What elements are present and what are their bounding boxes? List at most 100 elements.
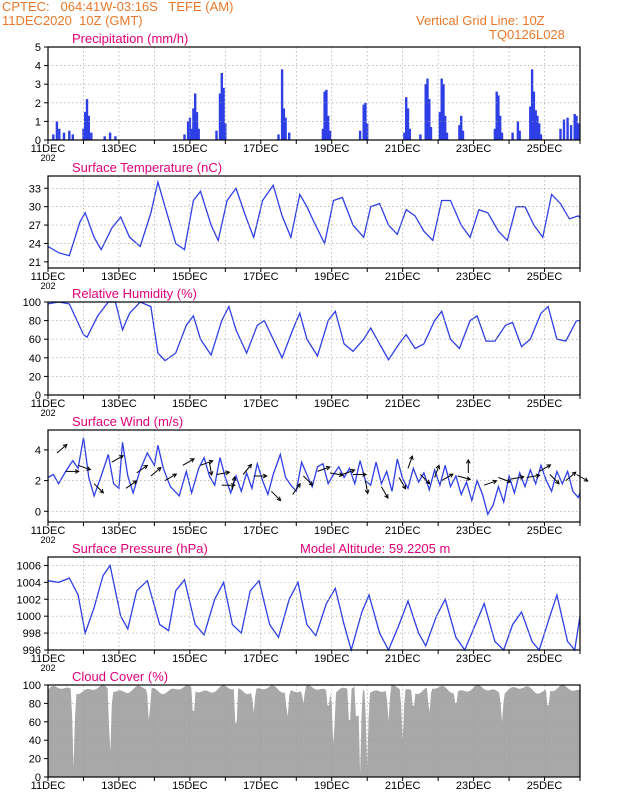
pressure-frame [47, 556, 581, 651]
x-tick-label: 13DEC [101, 271, 137, 283]
humidity-title: Relative Humidity (%) [72, 286, 197, 301]
wind-arrow [271, 490, 281, 501]
precipitation-bar [495, 91, 498, 140]
wind-arrow-head [86, 466, 92, 471]
wind-arrow [150, 467, 162, 477]
x-tick-label: 17DEC [243, 780, 279, 792]
precipitation-bar [405, 97, 408, 140]
wind-arrow-head [208, 459, 214, 465]
y-tick-label: 24 [29, 238, 41, 250]
precipitation-bar [569, 125, 573, 140]
precipitation-bar [52, 134, 55, 140]
precipitation-frame [47, 46, 581, 141]
wind-arrow [565, 471, 577, 481]
precipitation-bar [197, 128, 200, 140]
model-code: TQ0126L028 [489, 27, 565, 42]
cloud-cover-title: Cloud Cover (%) [72, 669, 168, 684]
wind-arrow [510, 476, 524, 480]
x-tick-label: 19DEC [314, 271, 350, 283]
wind-arrow [329, 472, 343, 476]
precipitation-bar [192, 108, 195, 140]
precipitation-bar [215, 130, 218, 140]
y-tick-label: 40 [29, 735, 41, 747]
precipitation-bar [445, 132, 449, 140]
wind-arrow-head [465, 458, 471, 464]
precipitation-bar [68, 130, 71, 140]
y-tick-label: 1004 [17, 577, 41, 589]
x-tick-label: 15DEC [172, 780, 208, 792]
precipitation-bar [461, 130, 465, 140]
wind-arrow [420, 474, 430, 485]
wind-arrow [538, 464, 551, 472]
precipitation-bar [419, 134, 422, 140]
y-tick-label: 27 [29, 220, 41, 232]
x-tick-label: 15DEC [172, 271, 208, 283]
x-tick-label: 17DEC [243, 398, 279, 410]
x-tick-label: 13DEC [101, 780, 137, 792]
y-tick-label: 33 [29, 183, 41, 195]
precipitation-bar [458, 125, 461, 140]
x-tick-label: 25DEC [527, 653, 563, 665]
precipitation-bar [82, 128, 85, 140]
wind-arrow [549, 474, 560, 485]
wind-arrow [498, 477, 511, 483]
y-tick-label: 4 [35, 445, 41, 457]
precipitation-bar [87, 115, 90, 140]
precipitation-bar [438, 112, 442, 140]
y-tick-label: 1006 [17, 560, 41, 572]
wind-arrow [231, 476, 236, 490]
x-tick-label: 25DEC [527, 143, 563, 155]
y-tick-label: 21 [29, 257, 41, 269]
wind-arrow-head [172, 473, 178, 478]
y-tick-label: 80 [29, 316, 41, 328]
wind-arrow [364, 480, 369, 494]
precipitation-bar [195, 112, 199, 140]
wind-arrow [164, 473, 177, 482]
wind-arrow-head [132, 480, 138, 485]
precipitation-bar [194, 93, 197, 140]
wind-arrow-head [338, 472, 344, 477]
y-tick-label: 20 [29, 754, 41, 766]
humidity-frame [47, 301, 581, 396]
precipitation-bar [362, 104, 365, 140]
wind-arrow [317, 466, 330, 472]
wind-arrow-head [555, 479, 560, 485]
precipitation-bar [428, 99, 431, 140]
x-tick-label: 17DEC [243, 653, 279, 665]
x-tick-label: 13DEC [101, 143, 137, 155]
wind-arrow-head [308, 481, 314, 486]
precipitation-bar [497, 95, 500, 140]
wind-series-line [47, 437, 581, 516]
precipitation-bar [511, 132, 514, 140]
wind-arrow-head [425, 479, 431, 485]
x-tick-label: 19DEC [314, 143, 350, 155]
temperature-series-line [47, 179, 581, 257]
precipitation-bar [323, 91, 326, 140]
wind-arrow-head [362, 472, 368, 477]
wind-arrow [434, 465, 440, 478]
wind-arrow-head [225, 470, 231, 476]
wind-panel: 0 2 4 11DEC 13DEC 15DEC 17DEC 19DEC 21DEC 23DEC 25… [31, 414, 589, 545]
wind-arrow-head [156, 466, 162, 472]
wind-arrow-head [143, 464, 149, 470]
year-label: 202 [40, 153, 55, 163]
precipitation-bar [186, 121, 190, 140]
x-tick-label: 19DEC [314, 525, 350, 537]
y-tick-label: 60 [29, 334, 41, 346]
precipitation-bar [444, 115, 447, 140]
precipitation-title: Precipitation (mm/h) [72, 31, 188, 46]
wind-arrow-head [506, 478, 512, 484]
wind-arrow-head [571, 471, 577, 477]
precipitation-bar [188, 117, 192, 140]
precipitation-bar [440, 78, 443, 140]
x-tick-label: 17DEC [243, 271, 279, 283]
y-tick-label: 4 [35, 61, 41, 73]
wind-arrow [441, 473, 454, 482]
x-tick-label: 21DEC [385, 143, 421, 155]
precipitation-bar [559, 128, 562, 140]
x-tick-label: 23DEC [456, 271, 492, 283]
wind-arrow-head [208, 471, 214, 477]
run-time: 11DEC2020 10Z (GMT) [2, 13, 143, 28]
year-label: 202 [40, 281, 55, 291]
precipitation-bar [220, 73, 223, 140]
